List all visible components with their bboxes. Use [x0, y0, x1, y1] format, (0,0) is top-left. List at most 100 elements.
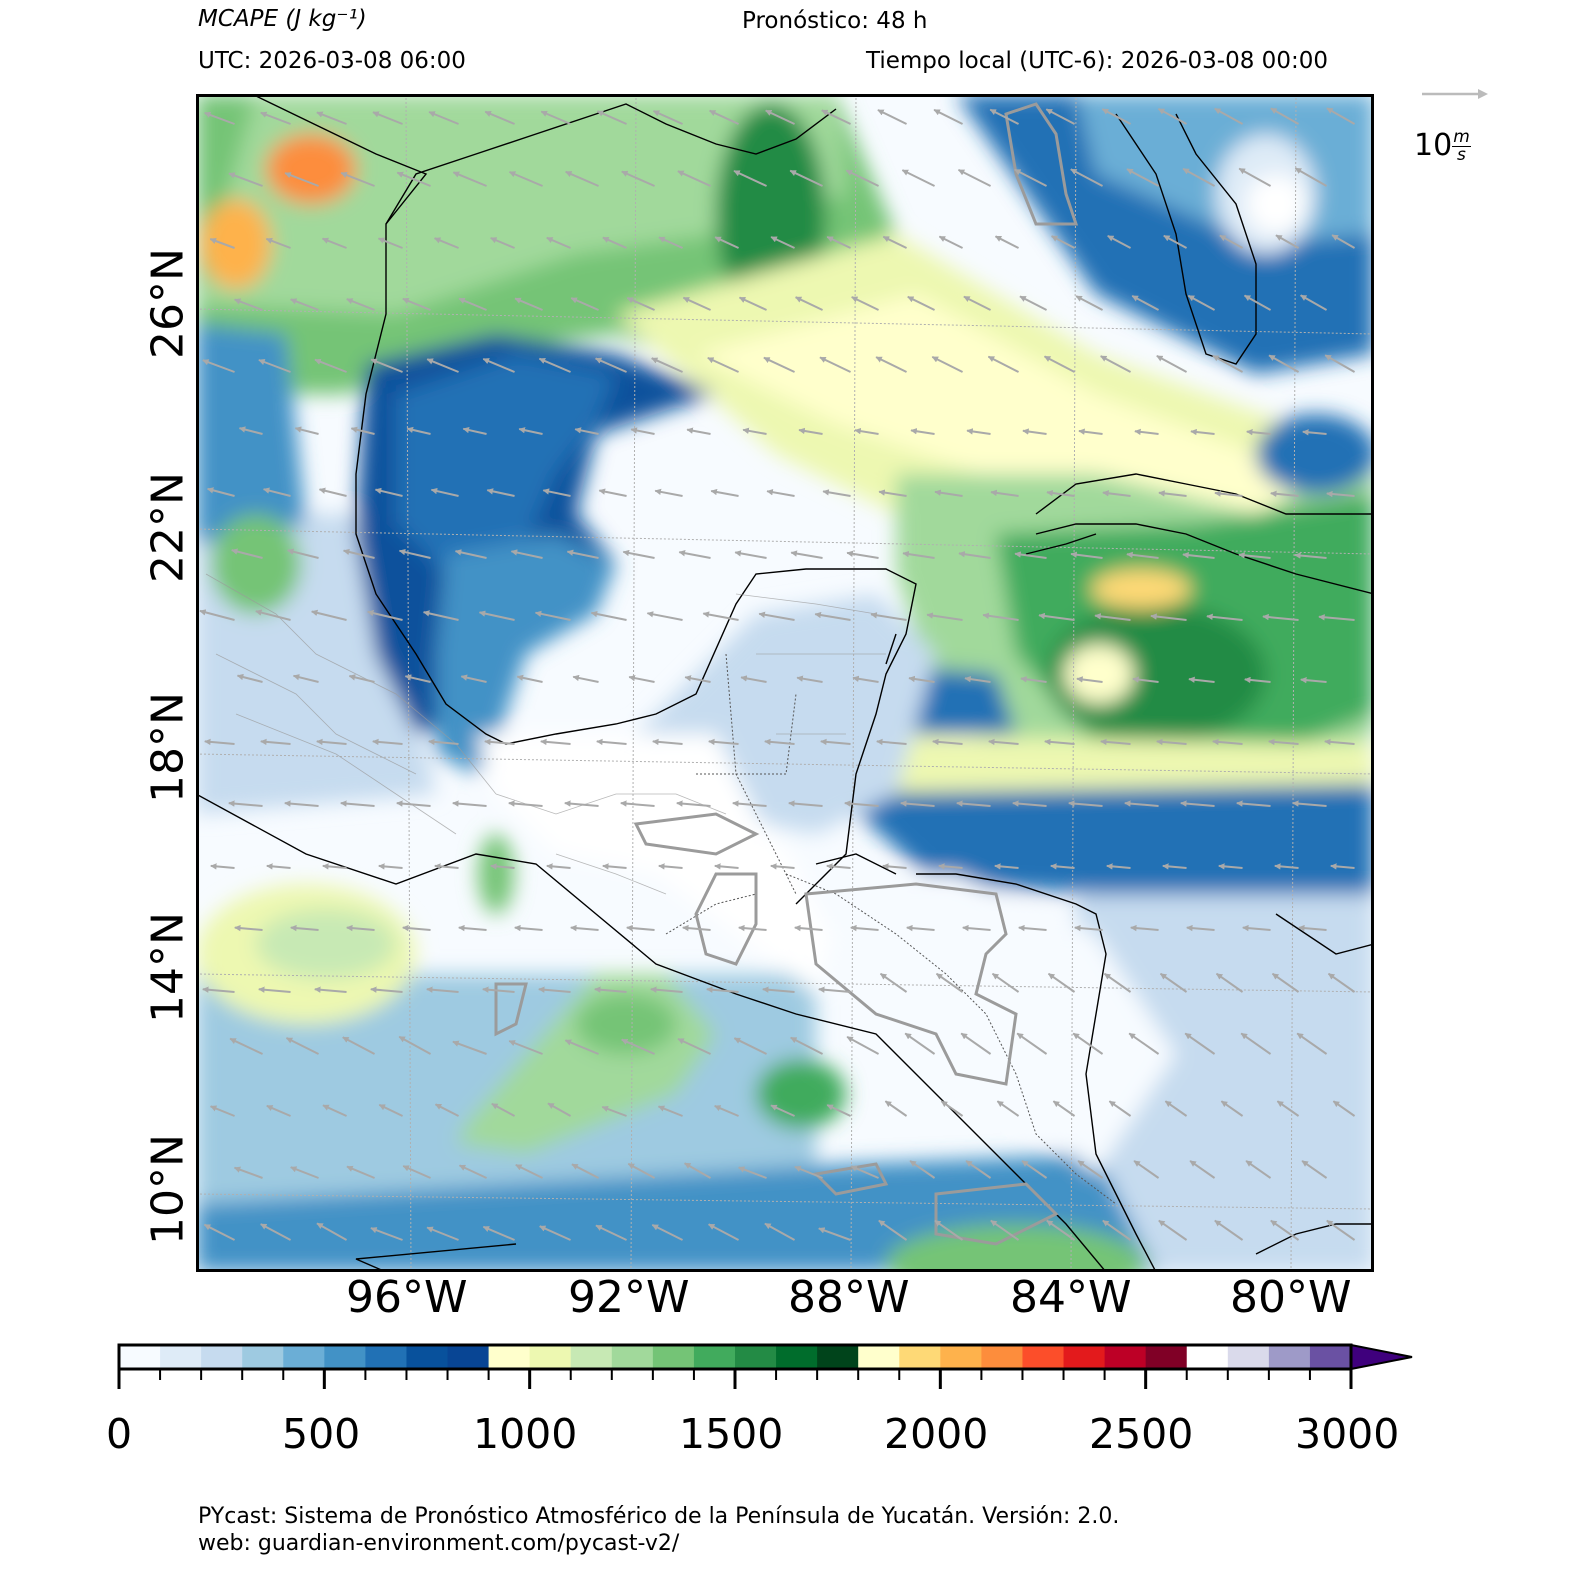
utc-time: UTC: 2026-03-08 06:00	[198, 48, 466, 74]
wind-scale-label: 10 m s	[1414, 128, 1471, 164]
wind-arrow-icon	[1128, 1032, 1160, 1055]
wind-arrow-icon	[1124, 800, 1159, 807]
wind-arrow-icon	[765, 109, 795, 125]
colorbar-tick-2500: 2500	[1089, 1410, 1194, 1458]
wind-arrow-icon	[316, 111, 347, 125]
colorbar-cell	[1104, 1345, 1147, 1369]
wind-arrow-icon	[1182, 551, 1215, 559]
wind-arrow-icon	[875, 356, 907, 373]
wind-arrow-icon	[454, 549, 487, 559]
wind-arrow-icon	[1046, 1219, 1076, 1241]
wind-arrow-icon	[926, 612, 963, 621]
wind-arrow-icon	[1162, 863, 1187, 870]
wind-arrow-icon	[994, 235, 1020, 249]
wind-arrow-icon	[1302, 429, 1327, 436]
wind-arrow-icon	[1215, 972, 1244, 993]
wind-arrow-icon	[1294, 167, 1328, 187]
wind-arrow-icon	[1326, 1219, 1356, 1241]
wind-arrow-icon	[314, 986, 347, 993]
lat-label-10n: 10°N	[142, 1134, 194, 1245]
wind-arrow-icon	[1186, 924, 1215, 932]
wind-arrow-icon	[1022, 428, 1047, 435]
wind-arrow-icon	[1270, 1219, 1300, 1241]
wind-arrow-icon	[540, 738, 571, 746]
colorbar-cell	[529, 1345, 572, 1369]
wind-arrow-icon	[956, 800, 991, 807]
wind-arrow-icon	[884, 1100, 908, 1117]
wind-arrow-icon	[1294, 552, 1327, 559]
lon-label-80w: 80°W	[1230, 1272, 1352, 1323]
wind-arrow-icon	[1045, 108, 1076, 125]
wind-arrow-icon	[1100, 738, 1131, 746]
wind-arrow-icon	[794, 1165, 823, 1179]
wind-arrow-icon	[1324, 354, 1356, 373]
wind-arrow-icon	[658, 863, 683, 870]
wind-arrow-icon	[1326, 490, 1355, 498]
wind-arrow-icon	[1156, 355, 1188, 373]
wind-arrow-icon	[460, 674, 487, 683]
wind-arrow-icon	[651, 1224, 683, 1241]
wind-arrow-icon	[458, 924, 487, 932]
wind-arrow-icon	[1300, 676, 1327, 684]
wind-arrow-icon	[1019, 295, 1048, 311]
wind-arrow-icon	[933, 108, 963, 125]
wind-arrow-icon	[906, 924, 935, 932]
wind-arrow-icon	[1106, 863, 1131, 870]
wind-arrow-icon	[957, 169, 991, 187]
wind-arrow-icon	[590, 610, 627, 621]
wind-arrow-icon	[1014, 168, 1048, 187]
wind-arrow-icon	[210, 1105, 235, 1117]
colorbar-cell	[817, 1345, 859, 1369]
wind-arrow-icon	[814, 611, 851, 621]
wind-arrow-icon	[258, 359, 291, 373]
colorbar-cell	[981, 1345, 1023, 1369]
wind-arrow-icon	[1300, 294, 1328, 311]
wind-arrow-icon	[346, 298, 375, 311]
wind-arrow-icon	[1102, 1219, 1132, 1241]
colorbar-cell	[652, 1345, 695, 1369]
mcape-map	[196, 94, 1374, 1272]
wind-arrow-icon	[989, 108, 1020, 125]
wind-arrow-icon	[231, 548, 263, 559]
wind-arrow-icon	[314, 358, 347, 373]
wind-arrow-icon	[238, 426, 263, 435]
wind-arrow-icon	[982, 612, 1019, 621]
wind-arrow-icon	[510, 549, 543, 559]
wind-arrow-icon	[1220, 1100, 1244, 1117]
wind-arrow-icon	[931, 356, 963, 373]
wind-arrow-icon	[452, 1040, 487, 1055]
map-frame	[196, 94, 1374, 1272]
wind-arrow-icon	[396, 800, 431, 807]
wind-arrow-icon	[287, 548, 319, 559]
wind-scale-unit-den: s	[1457, 145, 1466, 165]
wind-arrow-icon	[462, 426, 487, 435]
wind-arrow-icon	[1274, 863, 1299, 870]
colorbar-cell	[858, 1345, 900, 1369]
wind-arrow-icon	[740, 675, 767, 683]
wind-arrow-icon	[434, 237, 459, 249]
cape-field	[196, 94, 1374, 1272]
wind-arrow-icon	[540, 110, 571, 125]
wind-arrow-icon	[1050, 863, 1075, 870]
wind-arrow-icon	[676, 800, 711, 807]
wind-arrow-icon	[1043, 355, 1076, 373]
wind-arrow-icon	[1108, 1100, 1132, 1117]
wind-arrow-icon	[236, 673, 263, 683]
wind-arrow-icon	[1070, 551, 1103, 559]
wind-arrow-icon	[538, 986, 571, 993]
wind-arrow-icon	[822, 489, 851, 497]
wind-arrow-icon	[377, 237, 403, 249]
wind-arrow-icon	[570, 924, 599, 932]
wind-arrow-icon	[934, 489, 963, 497]
wind-arrow-icon	[266, 1104, 291, 1117]
wind-arrow-icon	[686, 427, 711, 435]
wind-arrow-icon	[406, 426, 431, 435]
wind-arrow-icon	[652, 110, 683, 125]
wind-arrow-icon	[1318, 614, 1355, 621]
wind-arrow-icon	[234, 298, 263, 311]
wind-arrow-icon	[1014, 551, 1047, 559]
wind-arrow-icon	[742, 427, 767, 435]
wind-arrow-icon	[1190, 428, 1215, 436]
wind-arrow-icon	[1187, 294, 1216, 311]
colorbar-tick-500: 500	[282, 1410, 361, 1458]
